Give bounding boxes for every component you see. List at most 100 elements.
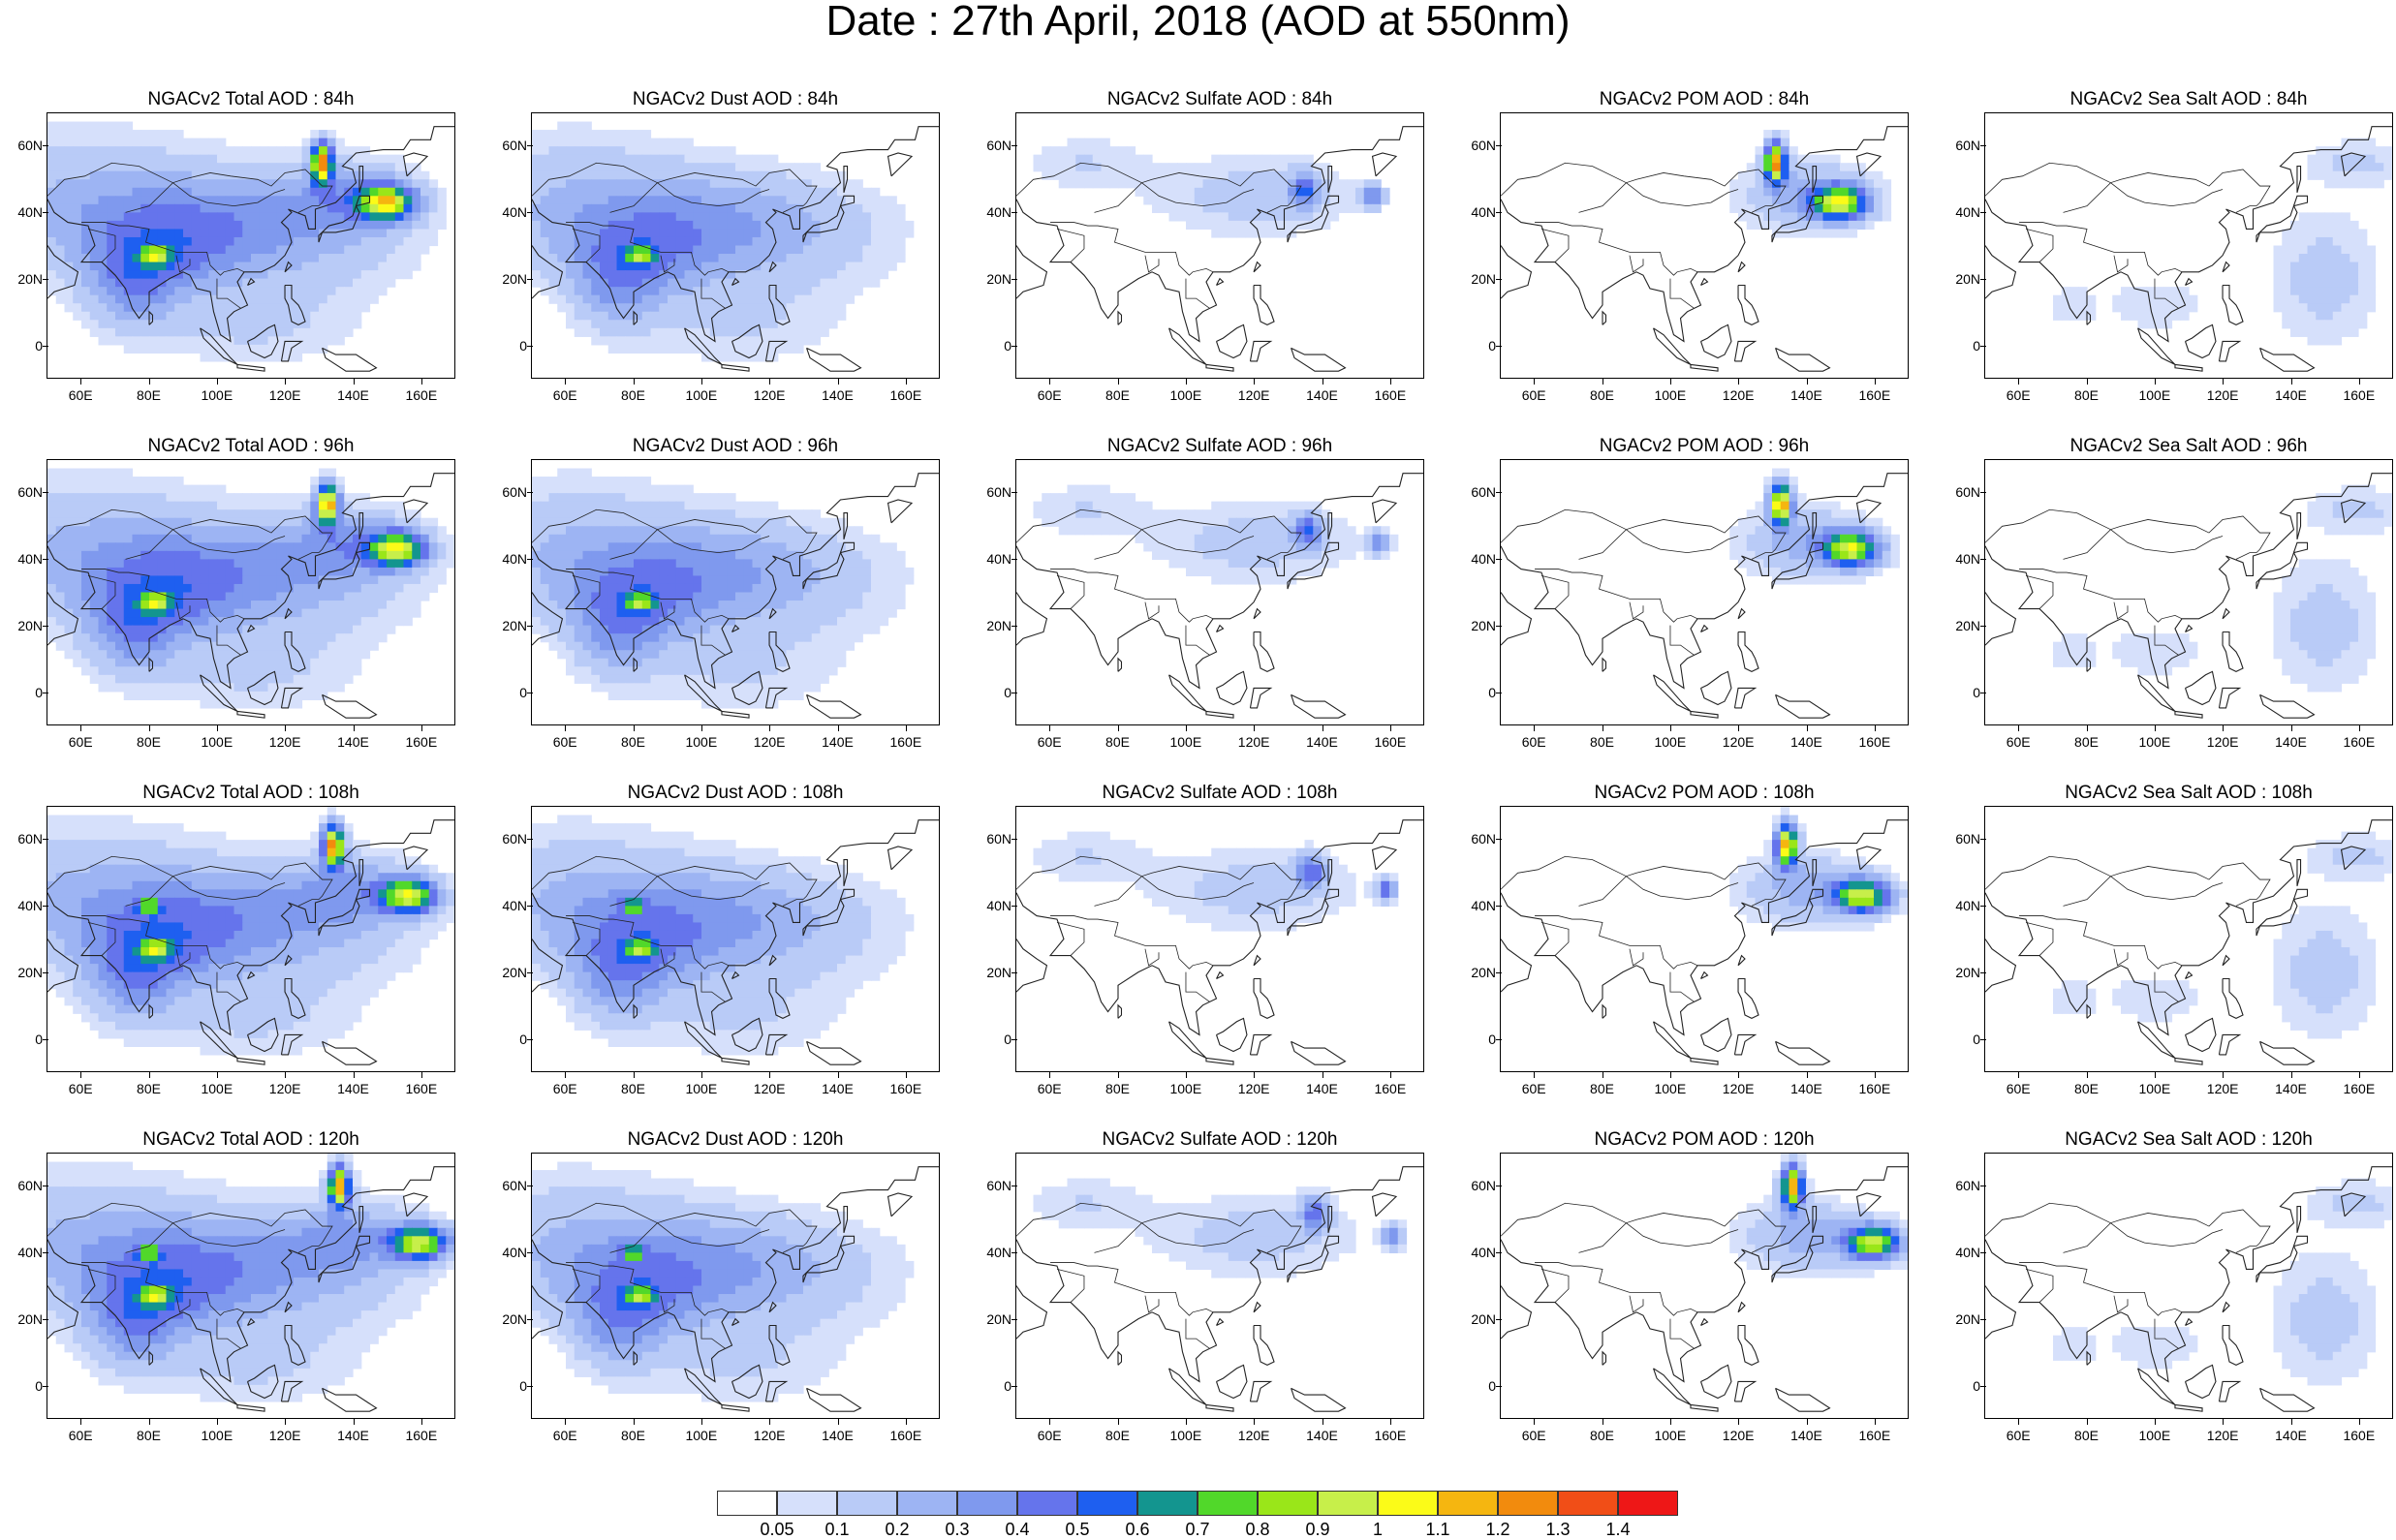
aod-cell <box>1229 221 1237 230</box>
aod-cell <box>1143 163 1152 171</box>
aod-cell <box>761 237 769 246</box>
aod-cell <box>753 270 762 279</box>
aod-cell <box>1865 171 1874 180</box>
aod-cell <box>73 633 81 642</box>
aod-cell <box>769 568 778 576</box>
aod-cell <box>549 295 558 304</box>
aod-cell <box>608 502 617 510</box>
aod-cell <box>685 584 694 593</box>
lon-tick <box>80 725 81 731</box>
aod-cell <box>566 303 575 312</box>
aod-cell <box>294 659 302 667</box>
aod-cell <box>268 229 277 237</box>
aod-cell <box>115 593 124 601</box>
aod-cell <box>676 312 685 321</box>
aod-cell <box>201 659 209 667</box>
aod-cell <box>90 295 99 304</box>
aod-cell <box>81 469 90 477</box>
aod-cell <box>846 237 855 246</box>
coastline-line <box>1701 279 1708 286</box>
coastline-line <box>722 364 749 371</box>
aod-cell <box>226 535 234 543</box>
aod-cell <box>557 526 566 535</box>
aod-cell <box>828 303 837 312</box>
aod-cell <box>192 179 201 188</box>
aod-cell <box>2376 155 2384 164</box>
aod-cell <box>1211 221 1220 230</box>
aod-cell <box>268 196 277 204</box>
aod-cell <box>575 130 583 139</box>
lat-tick <box>1980 212 1986 213</box>
aod-cell <box>1840 171 1849 180</box>
aod-cell <box>591 188 600 197</box>
aod-cell <box>1738 204 1747 213</box>
aod-cell <box>761 542 769 551</box>
aod-cell <box>192 320 201 328</box>
aod-cell <box>183 196 192 204</box>
aod-cell <box>107 502 115 510</box>
aod-cell <box>812 509 821 518</box>
aod-cell <box>2333 246 2342 255</box>
aod-cell <box>260 336 268 345</box>
aod-cell <box>642 509 651 518</box>
aod-cell <box>701 575 710 584</box>
aod-cell <box>183 212 192 221</box>
aod-cell <box>149 212 158 221</box>
aod-cell <box>794 196 803 204</box>
aod-cell <box>651 221 660 230</box>
aod-cell <box>192 303 201 312</box>
aod-cell <box>787 237 795 246</box>
aod-cell <box>828 518 837 527</box>
aod-cell <box>642 155 651 164</box>
aod-cell <box>787 254 795 262</box>
aod-cell <box>549 254 558 262</box>
aod-cell <box>2383 155 2392 164</box>
aod-cell <box>99 246 108 255</box>
aod-cell <box>56 262 65 271</box>
aod-cell <box>642 559 651 568</box>
aod-cell <box>81 584 90 593</box>
aod-cell <box>1797 204 1806 213</box>
aod-cell <box>404 270 413 279</box>
aod-cell <box>846 642 855 651</box>
aod-cell <box>651 262 660 271</box>
aod-cell <box>651 584 660 593</box>
aod-cell <box>90 139 99 147</box>
aod-cell <box>846 270 855 279</box>
aod-cell <box>81 659 90 667</box>
aod-cell <box>1068 155 1076 164</box>
aod-cell <box>294 353 302 361</box>
aod-cell <box>208 568 217 576</box>
panel-title: NGACv2 Total AOD : 84h <box>47 89 455 110</box>
aod-cell <box>336 633 345 642</box>
aod-cell <box>2324 179 2333 188</box>
aod-cell <box>327 477 336 485</box>
aod-cell <box>753 518 762 527</box>
aod-cell <box>1823 171 1832 180</box>
aod-cell <box>735 502 744 510</box>
aod-cell <box>583 535 592 543</box>
aod-cell <box>735 212 744 221</box>
aod-cell <box>625 493 634 502</box>
aod-cell <box>192 593 201 601</box>
aod-cell <box>260 212 268 221</box>
aod-cell <box>361 568 370 576</box>
aod-cell <box>557 254 566 262</box>
coastline-line <box>1603 312 1605 325</box>
aod-cell <box>65 270 74 279</box>
aod-cell <box>1364 188 1373 197</box>
aod-cell <box>2316 320 2324 328</box>
aod-cell <box>234 196 243 204</box>
aod-cell <box>1118 171 1127 180</box>
aod-cell <box>794 509 803 518</box>
aod-cell <box>1355 196 1364 204</box>
lat-tick <box>527 212 533 213</box>
aod-cell <box>855 575 863 584</box>
aod-cell <box>761 633 769 642</box>
aod-cell <box>387 609 395 618</box>
aod-cell <box>285 666 294 675</box>
aod-cell <box>1756 155 1764 164</box>
aod-cell <box>812 262 821 271</box>
aod-cell <box>251 650 260 659</box>
